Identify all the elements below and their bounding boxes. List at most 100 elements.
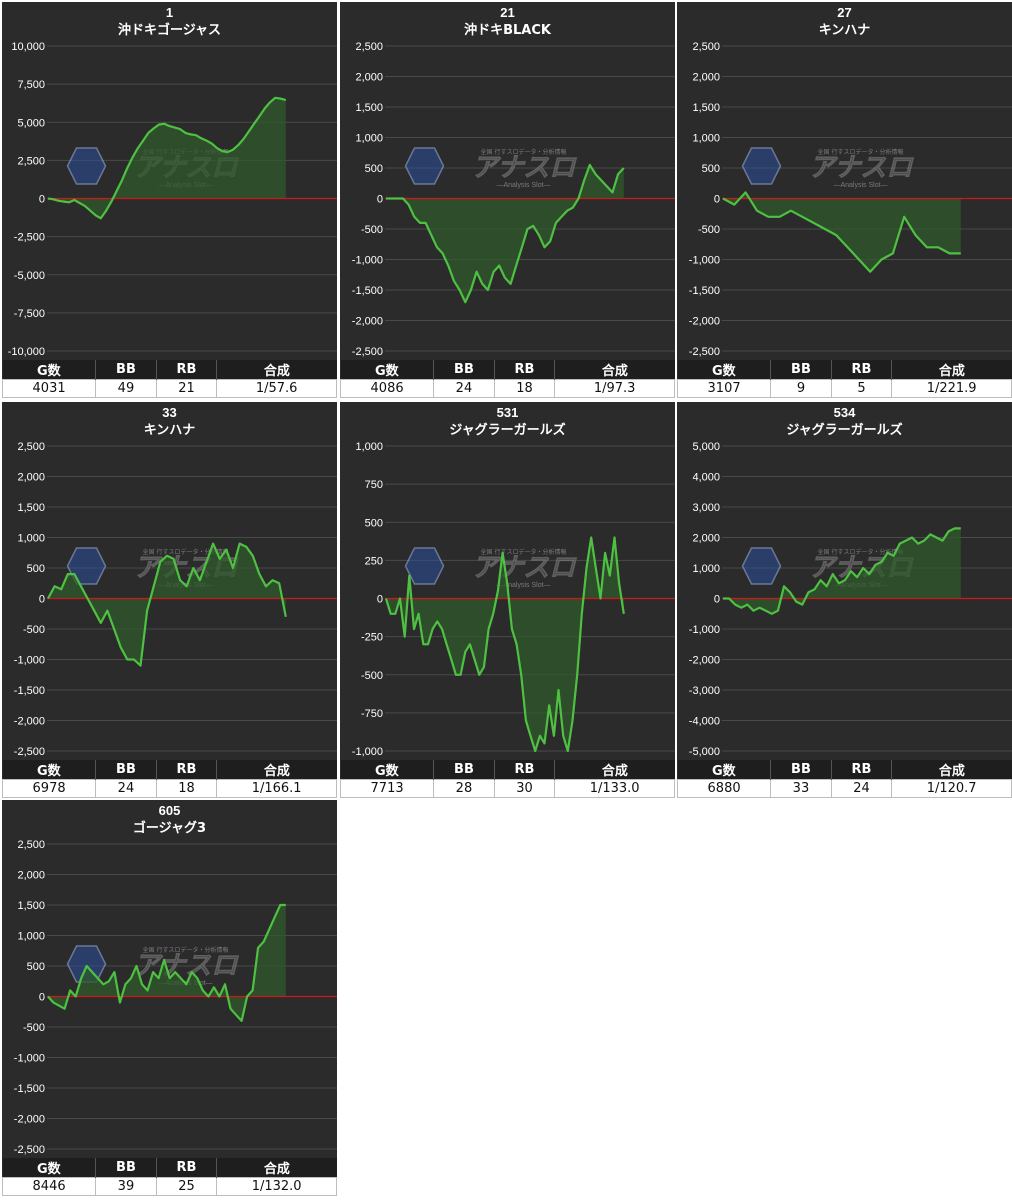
watermark-text: アナスロ [472, 553, 577, 583]
machine-name: キンハナ [819, 23, 871, 38]
series-line [723, 527, 961, 615]
watermark-caption: 全国 行すスロデータ・分析情報 [818, 548, 904, 556]
machine-number: 531 [497, 405, 519, 420]
y-tick-label: 1,500 [17, 900, 45, 912]
y-tick-label: -750 [361, 708, 383, 720]
combined-header: 合成 [216, 1158, 337, 1178]
watermark-logo-icon [404, 547, 445, 585]
rb-value: 5 [830, 379, 893, 398]
y-tick-label: -1,000 [352, 255, 383, 267]
slump-chart: 1 沖ドキゴージャス 10,000 7,500 5,000 2,500 0 -2,500 -5,… [2, 2, 337, 360]
combined-value: 1/221.9 [891, 379, 1012, 398]
watermark-logo-icon [66, 547, 107, 585]
y-tick-label: -500 [361, 670, 383, 682]
y-tick-label: 2,500 [355, 41, 383, 53]
y-tick-label: -5,000 [14, 270, 45, 282]
series-line [722, 191, 961, 273]
games-header: G数 [340, 360, 434, 380]
y-tick-label: -1,500 [14, 1083, 45, 1095]
games-header: G数 [677, 760, 771, 780]
y-tick-label: 0 [377, 194, 383, 206]
y-tick-label: 1,000 [692, 563, 720, 575]
y-tick-label: 750 [365, 479, 383, 491]
watermark: アナスロ—Analysis Slot— 全国 行すスロデータ・分析情報 [741, 147, 915, 189]
machine-name: キンハナ [144, 423, 196, 438]
games-header: G数 [677, 360, 771, 380]
y-tick-label: 0 [39, 194, 45, 206]
y-tick-label: 1,000 [355, 133, 383, 145]
bb-value: 49 [95, 379, 157, 398]
series-area [723, 192, 961, 272]
y-tick-label: 2,500 [692, 41, 720, 53]
machine-panel: 531 ジャグラーガールズ 1,000 750 500 250 0 -250 -500 -750 -… [339, 402, 675, 798]
y-tick-label: 1,500 [692, 102, 720, 114]
machine-panel: 534 ジャグラーガールズ 5,000 4,000 3,000 2,000 1,000 0 -1… [676, 402, 1012, 798]
bb-header: BB [433, 760, 495, 780]
machine-name: 沖ドキゴージャス [118, 22, 221, 38]
y-tick-label: -2,500 [14, 746, 45, 758]
machine-number: 33 [162, 405, 176, 420]
y-tick-label: 2,000 [692, 533, 720, 545]
y-tick-label: 10,000 [11, 41, 45, 53]
rb-header: RB [155, 360, 217, 380]
y-tick-label: 500 [27, 961, 45, 973]
y-tick-label: 5,000 [692, 441, 720, 453]
series-area [386, 164, 624, 303]
rb-value: 24 [830, 779, 893, 798]
machine-panel: 21 沖ドキBLACK 2,500 2,000 1,500 1,000 500 0 -500 -1… [339, 2, 675, 398]
y-tick-label: 500 [702, 163, 720, 175]
slump-chart: 534 ジャグラーガールズ 5,000 4,000 3,000 2,000 1,000 0 -1… [677, 402, 1012, 760]
y-tick-label: 2,000 [17, 472, 45, 484]
stats-table: G数 BB RB 合成 6880 33 24 1/120.7 [676, 760, 1012, 798]
combined-header: 合成 [554, 360, 675, 380]
combined-header: 合成 [891, 760, 1012, 780]
combined-header: 合成 [216, 360, 337, 380]
watermark-caption: 全国 行すスロデータ・分析情報 [818, 148, 904, 156]
slump-chart: 531 ジャグラーガールズ 1,000 750 500 250 0 -250 -500 -750 -… [340, 402, 675, 760]
y-tick-label: 1,000 [355, 441, 383, 453]
y-tick-label: 0 [39, 594, 45, 606]
watermark-text: アナスロ [472, 153, 577, 183]
combined-value: 1/133.0 [554, 779, 675, 798]
y-tick-label: -1,000 [352, 746, 383, 758]
y-tick-label: 4,000 [692, 472, 720, 484]
y-tick-label: 5,000 [17, 117, 45, 129]
slump-chart: 605 ゴージャグ3 2,500 2,000 1,500 1,000 500 0 -500 -1,… [2, 800, 337, 1158]
machine-name: 沖ドキBLACK [464, 22, 552, 38]
y-tick-label: -1,500 [14, 685, 45, 697]
y-tick-label: -2,000 [14, 716, 45, 728]
y-tick-label: 500 [27, 563, 45, 575]
bb-value: 24 [95, 779, 157, 798]
series-line [47, 542, 287, 667]
y-tick-label: -1,000 [14, 655, 45, 667]
bb-header: BB [770, 760, 832, 780]
y-tick-label: 2,500 [17, 441, 45, 453]
y-tick-label: 1,500 [17, 502, 45, 514]
stats-table: G数 BB RB 合成 4086 24 18 1/97.3 [339, 360, 675, 398]
bb-value: 33 [770, 779, 832, 798]
combined-header: 合成 [891, 360, 1012, 380]
series-line [47, 96, 287, 220]
machine-panel: 33 キンハナ 2,500 2,000 1,500 1,000 500 0 -500 -1,000… [1, 402, 337, 798]
y-tick-label: -2,000 [352, 316, 383, 328]
y-tick-label: -1,000 [14, 1053, 45, 1065]
y-tick-label: -1,500 [689, 285, 720, 297]
games-header: G数 [340, 760, 434, 780]
watermark-logo-icon [741, 147, 782, 185]
machine-number: 605 [159, 803, 181, 818]
machine-name: ジャグラーガールズ [786, 422, 902, 438]
watermark: アナスロ—Analysis Slot— 全国 行すスロデータ・分析情報 [404, 147, 578, 189]
y-tick-label: 2,000 [692, 72, 720, 84]
games-header: G数 [2, 1158, 96, 1178]
rb-header: RB [830, 760, 892, 780]
series-line [384, 536, 625, 753]
watermark-subtext: —Analysis Slot— [496, 582, 550, 589]
machine-panel: 1 沖ドキゴージャス 10,000 7,500 5,000 2,500 0 -2,500 -5,… [1, 2, 337, 398]
y-tick-label: 0 [714, 194, 720, 206]
y-tick-label: 3,000 [692, 502, 720, 514]
combined-header: 合成 [554, 760, 675, 780]
bb-value: 28 [433, 779, 495, 798]
y-tick-label: -2,500 [14, 1144, 45, 1156]
y-tick-label: 7,500 [17, 79, 45, 91]
y-tick-label: -7,500 [14, 308, 45, 320]
